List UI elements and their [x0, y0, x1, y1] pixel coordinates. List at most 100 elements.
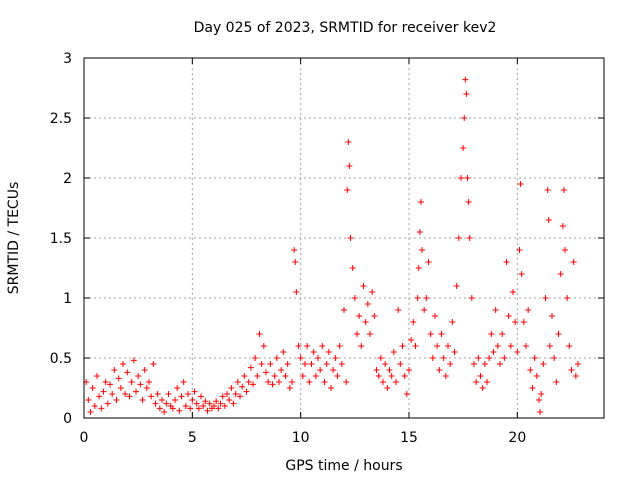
data-point [473, 379, 480, 385]
data-point [536, 397, 542, 403]
data-point [494, 343, 501, 349]
data-point [289, 379, 295, 385]
y-tick-label: 1.5 [50, 231, 72, 247]
data-point [492, 307, 499, 313]
data-point [386, 367, 393, 373]
data-point [523, 343, 529, 349]
data-point [356, 313, 363, 319]
data-point [449, 319, 456, 325]
data-point [263, 369, 269, 376]
data-point [466, 235, 473, 241]
data-point [497, 361, 503, 367]
data-point [380, 379, 386, 385]
data-point [315, 355, 321, 361]
data-point [417, 199, 424, 205]
data-point [445, 343, 451, 349]
data-point [429, 355, 436, 361]
data-points [83, 76, 581, 415]
data-point [384, 385, 391, 391]
data-point [451, 349, 458, 355]
x-tick-label: 15 [400, 430, 418, 446]
data-point [117, 385, 124, 391]
data-point [393, 379, 399, 385]
data-point [174, 385, 181, 391]
data-point [278, 367, 285, 373]
data-point [382, 361, 389, 367]
data-point [471, 361, 477, 367]
data-point [551, 355, 558, 361]
data-point [176, 407, 183, 414]
data-point [460, 145, 467, 151]
data-point [438, 331, 445, 337]
data-point [481, 361, 488, 367]
data-point [415, 265, 422, 271]
data-point [154, 391, 161, 397]
data-point [542, 295, 549, 301]
data-point [126, 393, 133, 400]
data-point [403, 391, 410, 397]
data-point [161, 409, 168, 415]
data-point [256, 331, 263, 337]
data-point [533, 373, 540, 379]
data-point [432, 313, 438, 319]
chart-title: Day 025 of 2023, SRMTID for receiver kev… [194, 20, 497, 36]
data-point [193, 400, 200, 407]
data-point [282, 373, 289, 379]
data-point [345, 139, 352, 145]
data-point [416, 229, 423, 235]
data-point [182, 403, 189, 409]
data-point [304, 343, 311, 349]
data-point [187, 405, 194, 412]
data-point [388, 373, 395, 379]
data-point [328, 385, 334, 391]
data-point [224, 391, 230, 397]
data-point [545, 217, 552, 223]
y-tick-label: 0 [63, 411, 72, 427]
data-point [518, 271, 525, 277]
data-point [102, 379, 109, 385]
data-point [317, 367, 324, 373]
data-point [124, 369, 131, 376]
data-point [226, 397, 233, 403]
data-point [325, 349, 332, 355]
data-point [453, 283, 460, 289]
data-point [560, 187, 567, 193]
data-point [464, 175, 471, 181]
data-point [271, 373, 278, 379]
data-point [206, 400, 213, 407]
data-point [133, 388, 139, 395]
data-point [295, 343, 302, 349]
data-point [139, 397, 146, 403]
data-point [555, 331, 562, 337]
data-point [89, 385, 96, 391]
data-point [447, 361, 454, 367]
data-point [200, 403, 207, 409]
data-point [465, 199, 472, 205]
data-point [306, 379, 313, 385]
data-point [113, 397, 120, 403]
data-point [344, 187, 351, 193]
data-point [189, 397, 196, 403]
plot-frame [83, 57, 605, 419]
data-point [399, 343, 406, 349]
data-point [479, 385, 486, 391]
data-point [310, 349, 317, 355]
data-point [107, 381, 113, 388]
data-point [232, 391, 239, 397]
data-point [436, 367, 443, 373]
data-point [377, 355, 384, 361]
data-point [540, 361, 547, 367]
data-point [538, 391, 545, 397]
y-axis-label: SRMTID / TECUs [6, 182, 22, 295]
data-point [564, 295, 571, 301]
data-point [254, 373, 261, 379]
x-tick-label: 20 [508, 430, 526, 446]
data-point [499, 331, 506, 337]
data-point [557, 271, 564, 277]
data-point [455, 235, 462, 241]
data-point [267, 361, 274, 367]
data-point [462, 76, 469, 83]
x-tick-label: 0 [80, 430, 89, 446]
data-point [241, 373, 248, 379]
